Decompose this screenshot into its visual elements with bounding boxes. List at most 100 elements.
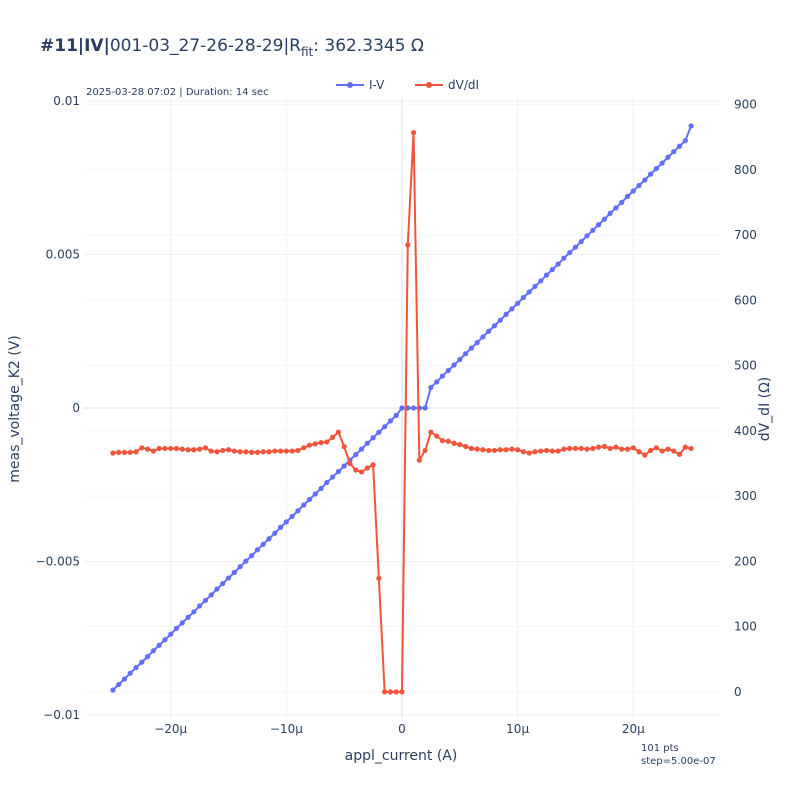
data-point-dv-di xyxy=(457,441,463,448)
data-point-i-v xyxy=(335,468,341,475)
data-point-dv-di xyxy=(468,445,474,452)
data-point-i-v xyxy=(353,452,359,458)
data-point-i-v xyxy=(237,564,243,570)
data-point-dv-di xyxy=(665,446,671,452)
data-point-i-v xyxy=(439,373,446,379)
data-point-dv-di xyxy=(225,447,232,453)
legend[interactable]: I-V dV/dI xyxy=(336,78,479,92)
data-point-dv-di xyxy=(624,446,631,452)
points-annotation: 101 pts xyxy=(641,743,679,754)
data-point-i-v xyxy=(127,670,133,676)
data-point-dv-di xyxy=(526,450,532,456)
data-point-dv-di xyxy=(561,446,567,452)
data-point-dv-di xyxy=(156,445,162,452)
data-point-dv-di xyxy=(405,242,411,248)
data-point-dv-di xyxy=(578,445,584,452)
data-point-dv-di xyxy=(168,445,174,452)
data-point-i-v xyxy=(578,239,584,245)
y-tick-label: 0 xyxy=(72,401,80,415)
data-point-dv-di xyxy=(549,448,555,454)
data-point-i-v xyxy=(330,474,336,480)
data-point-i-v xyxy=(682,138,688,144)
data-point-i-v xyxy=(543,272,550,278)
data-point-i-v xyxy=(364,440,370,446)
data-point-dv-di xyxy=(387,689,394,695)
data-point-dv-di xyxy=(133,449,139,455)
data-point-i-v xyxy=(486,328,492,334)
data-point-i-v xyxy=(283,519,289,525)
data-point-i-v xyxy=(653,165,660,172)
data-point-dv-di xyxy=(532,449,538,455)
data-point-dv-di xyxy=(416,457,422,463)
y2-tick-label: 700 xyxy=(734,228,757,242)
data-point-dv-di xyxy=(358,469,365,475)
data-point-i-v xyxy=(434,379,440,385)
data-point-i-v xyxy=(422,405,428,411)
data-point-i-v xyxy=(214,586,220,592)
data-point-i-v xyxy=(624,193,631,200)
data-point-i-v xyxy=(185,614,191,620)
y2-tick-label: 400 xyxy=(734,424,757,438)
data-point-i-v xyxy=(370,435,376,441)
data-point-dv-di xyxy=(306,442,313,448)
tick-labels: −20μ −10μ 0 10μ 20μ 0 100 200 300 400 500 600 700 800… xyxy=(36,94,757,736)
data-point-dv-di xyxy=(127,449,133,455)
data-point-dv-di xyxy=(491,447,498,454)
legend-item-dv-di[interactable]: dV/dI xyxy=(415,78,479,92)
data-point-dv-di xyxy=(688,445,694,452)
data-point-dv-di xyxy=(150,448,156,454)
data-point-i-v xyxy=(601,216,607,222)
legend-item-i-v[interactable]: I-V xyxy=(336,78,385,92)
data-point-i-v xyxy=(584,233,590,239)
data-point-dv-di xyxy=(353,467,359,473)
data-point-i-v xyxy=(520,294,527,301)
data-point-dv-di xyxy=(538,448,544,454)
data-point-dv-di xyxy=(191,447,197,453)
data-point-dv-di xyxy=(330,434,336,440)
data-point-i-v xyxy=(260,541,266,547)
data-point-i-v xyxy=(295,508,301,514)
data-point-dv-di xyxy=(382,689,388,695)
data-point-dv-di xyxy=(567,445,573,452)
data-point-i-v xyxy=(202,597,209,604)
data-point-dv-di xyxy=(451,440,457,446)
y-axis-title: meas_voltage_K2 (V) xyxy=(7,335,23,482)
y-tick-label: 0.01 xyxy=(53,94,80,108)
data-point-dv-di xyxy=(277,448,284,454)
data-point-dv-di xyxy=(341,443,347,450)
data-point-dv-di xyxy=(162,445,168,452)
legend-swatch-marker xyxy=(426,82,432,88)
data-point-i-v xyxy=(509,306,515,312)
data-point-i-v xyxy=(277,524,284,531)
data-point-i-v xyxy=(150,648,156,654)
data-point-i-v xyxy=(445,367,451,374)
data-point-dv-di xyxy=(260,449,266,455)
data-point-dv-di xyxy=(139,445,145,451)
y-tick-label: −0.01 xyxy=(43,708,80,722)
y2-tick-label: 200 xyxy=(734,554,757,568)
data-point-i-v xyxy=(324,479,330,486)
data-point-i-v xyxy=(619,199,625,205)
data-point-dv-di xyxy=(301,445,307,451)
y2-tick-label: 300 xyxy=(734,489,757,503)
data-point-dv-di xyxy=(312,441,318,447)
data-point-dv-di xyxy=(480,447,486,453)
data-point-dv-di xyxy=(601,443,607,450)
data-point-i-v xyxy=(595,222,602,228)
data-point-i-v xyxy=(168,631,174,637)
data-point-dv-di xyxy=(110,450,116,456)
data-point-i-v xyxy=(179,620,185,626)
data-point-dv-di xyxy=(266,449,272,455)
legend-label: dV/dI xyxy=(448,78,479,92)
data-point-i-v xyxy=(561,255,567,261)
data-point-dv-di xyxy=(422,447,428,454)
data-point-i-v xyxy=(515,300,521,306)
data-point-i-v xyxy=(497,317,503,323)
x-tick-label: 0 xyxy=(398,722,406,736)
title-subscript: fit xyxy=(301,45,314,59)
y2-axis-title: dV_dI (Ω) xyxy=(757,377,773,442)
data-point-dv-di xyxy=(231,448,237,454)
data-point-i-v xyxy=(116,681,122,688)
data-point-dv-di xyxy=(116,449,122,455)
